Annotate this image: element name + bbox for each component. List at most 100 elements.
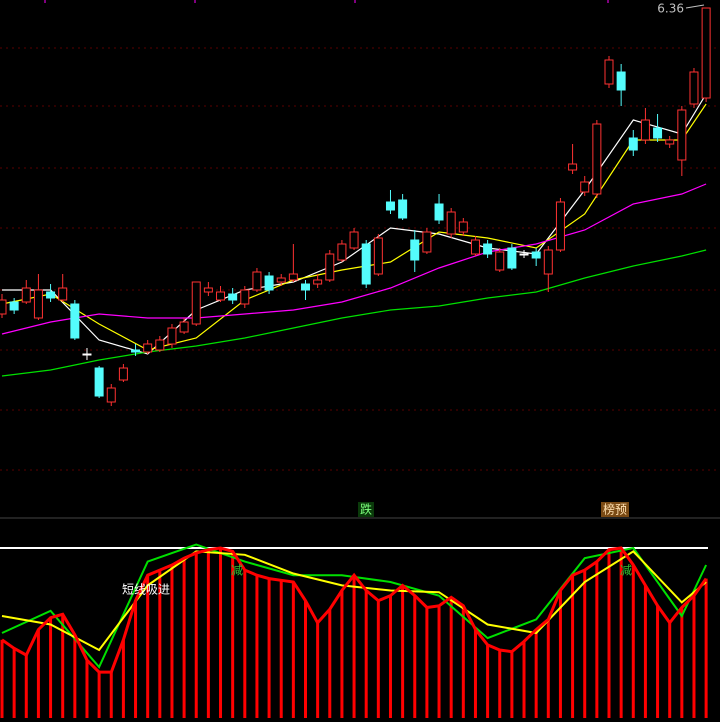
candle-body bbox=[58, 287, 68, 301]
candle-body bbox=[665, 139, 675, 145]
indicator-bar bbox=[656, 605, 660, 718]
indicator-bar bbox=[376, 600, 380, 718]
indicator-bar bbox=[413, 595, 417, 718]
candle-body bbox=[580, 181, 590, 193]
indicator-bar bbox=[546, 619, 550, 718]
signal-label: 跌 bbox=[360, 502, 372, 517]
candle-body bbox=[592, 123, 602, 195]
indicator-bar bbox=[522, 641, 526, 718]
indicator-bar bbox=[182, 558, 186, 718]
indicator-bar bbox=[328, 609, 332, 718]
candle-body bbox=[264, 275, 274, 291]
indicator-bar bbox=[461, 605, 465, 718]
annotation: 短线吸进 bbox=[122, 583, 170, 597]
candle-body bbox=[203, 287, 213, 293]
signal-label: 榜预 bbox=[603, 502, 627, 517]
candle-body bbox=[555, 201, 565, 251]
candle-body bbox=[46, 291, 56, 299]
candle-body bbox=[410, 239, 420, 261]
candle-body bbox=[385, 201, 395, 211]
candle-body bbox=[470, 239, 480, 255]
candle-body bbox=[422, 231, 432, 253]
indicator-bar bbox=[279, 580, 283, 718]
indicator-bar bbox=[134, 600, 138, 718]
candle-body bbox=[531, 251, 541, 259]
candle-body bbox=[240, 289, 250, 305]
indicator-bar bbox=[304, 600, 307, 718]
indicator-bar bbox=[401, 585, 405, 718]
indicator-line bbox=[1, 550, 707, 652]
candle-body bbox=[252, 271, 262, 291]
indicator-bar bbox=[558, 590, 562, 718]
candle-body bbox=[325, 253, 335, 281]
indicator-bar bbox=[36, 629, 40, 718]
indicator-bar bbox=[498, 650, 502, 718]
candle-body bbox=[33, 289, 43, 319]
indicator-bar bbox=[291, 582, 295, 718]
indicator-bar bbox=[692, 595, 696, 718]
indicator-bar bbox=[97, 672, 101, 718]
indicator-bar bbox=[486, 644, 490, 718]
indicator-bar bbox=[340, 590, 344, 718]
candle-body bbox=[337, 243, 347, 261]
max-price-pointer bbox=[685, 4, 705, 9]
candle-body bbox=[543, 249, 553, 275]
indicator-bar bbox=[61, 614, 65, 718]
indicator-bar bbox=[449, 597, 453, 718]
candle-body bbox=[131, 349, 141, 353]
candle-body bbox=[349, 231, 359, 249]
indicator-bar bbox=[121, 639, 125, 718]
candle-body bbox=[82, 353, 92, 356]
indicator-bar bbox=[704, 578, 708, 718]
candle-body bbox=[118, 367, 128, 381]
candle-body bbox=[653, 127, 663, 139]
annotation: 减 bbox=[231, 564, 243, 578]
candle-body bbox=[179, 321, 189, 333]
indicator-bar bbox=[668, 622, 672, 718]
candle-body bbox=[677, 109, 687, 161]
grid bbox=[0, 0, 720, 519]
indicator-bar bbox=[109, 672, 113, 718]
indicator-bar bbox=[231, 551, 235, 718]
indicator-bar bbox=[206, 549, 210, 718]
indicator-bar bbox=[425, 607, 429, 718]
indicator-bar bbox=[158, 570, 162, 718]
signal-box bbox=[358, 502, 374, 517]
indicator-bar bbox=[437, 605, 441, 718]
indicator-bar bbox=[243, 570, 247, 718]
indicator-line bbox=[1, 543, 708, 669]
indicator-bar bbox=[85, 660, 89, 718]
indicator-bar bbox=[352, 575, 356, 718]
indicator-bar bbox=[316, 622, 320, 718]
candle-body bbox=[155, 339, 165, 351]
indicator-bar bbox=[12, 648, 16, 718]
indicator-bar bbox=[388, 595, 392, 718]
indicator-bar bbox=[631, 565, 635, 718]
candle-body bbox=[0, 299, 7, 315]
indicator-bar bbox=[473, 629, 477, 718]
indicator-bar bbox=[607, 549, 611, 718]
indicator-bar bbox=[146, 575, 150, 718]
candle-body bbox=[628, 137, 638, 151]
candle-body bbox=[373, 237, 383, 275]
candle-body bbox=[701, 7, 711, 99]
candle-body bbox=[21, 287, 31, 303]
max-price-label: 6.36 bbox=[657, 2, 684, 16]
indicator-bar bbox=[73, 634, 77, 718]
candle-body bbox=[70, 303, 80, 339]
candle-body bbox=[276, 277, 286, 283]
candle-body bbox=[191, 281, 201, 325]
candle-body bbox=[519, 253, 529, 256]
candle-body bbox=[483, 243, 493, 255]
indicator-bar bbox=[534, 629, 538, 718]
indicator-main-line bbox=[1, 546, 708, 674]
candle-body bbox=[143, 343, 153, 353]
candle-body bbox=[616, 71, 626, 91]
candle-body bbox=[228, 293, 238, 301]
candle-body bbox=[216, 291, 226, 301]
moving-average-line bbox=[1, 183, 707, 335]
moving-average-line bbox=[1, 249, 707, 377]
candle-body bbox=[640, 119, 650, 141]
candle-body bbox=[604, 59, 614, 85]
